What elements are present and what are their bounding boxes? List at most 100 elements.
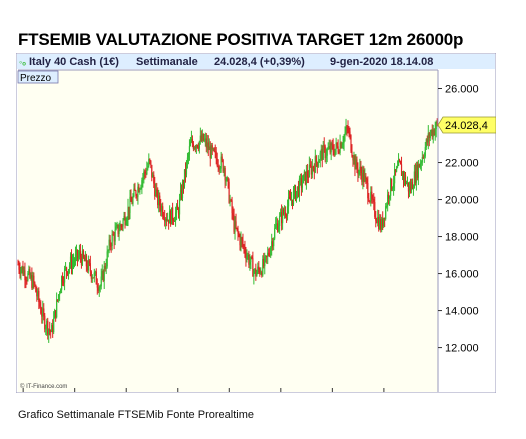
candle-body [120,224,122,227]
candle-body [279,216,281,226]
candle-body [358,170,360,175]
candle-body [94,271,96,273]
candle-body [258,266,260,270]
candle-body [333,151,335,156]
candle-body [278,225,280,232]
candle-body [365,176,367,179]
candle-body [409,186,412,191]
candle-body [180,189,183,198]
candle-body [73,261,76,263]
candle-body [317,162,319,167]
candle-body [187,154,190,158]
candle-body [55,310,57,318]
candle-body [326,149,328,156]
candle-body [417,164,419,178]
candle-body [389,195,391,199]
candle-body [377,216,379,223]
y-tick-label: 14.000 [445,306,479,318]
candle-body [77,255,80,259]
candle-body [287,196,290,207]
candle-body [162,206,164,217]
candle-body [109,239,111,246]
candle-body [124,216,126,225]
datetime-label: 9-gen-2020 18.14.08 [330,56,433,68]
candle-body [220,156,222,169]
status-indicator-icon: ◦ₒ [19,57,26,67]
candle-body [234,221,236,232]
candle-body [337,146,339,152]
candle-body [152,174,154,178]
candle-body [378,216,380,230]
candle-body [209,146,211,159]
candle-body [205,138,207,148]
candle-body [64,267,67,269]
candle-body [61,276,64,283]
candle-body [225,180,227,182]
candle-body [321,149,323,160]
candle-body [40,306,42,314]
candle-body [218,166,220,170]
candle-body [35,285,37,293]
candle-body [164,218,166,222]
candle-body [212,148,214,150]
candle-body [81,250,84,265]
candle-body [421,157,423,163]
candle-body [54,310,56,319]
candle-body [83,257,85,262]
candle-body [288,196,291,198]
candle-body [149,159,151,161]
candle-body [411,182,414,190]
candle-body [351,151,353,157]
candle-body [274,228,276,239]
candle-body [96,284,98,288]
candle-body [293,186,296,192]
price-chart[interactable]: ◦ₒ Italy 40 Cash (1€) Settimanale 24.028… [16,53,496,393]
candle-body [121,226,123,228]
candle-body [131,201,133,204]
candle-body [199,135,201,142]
candle-body [290,199,293,201]
candle-body [128,206,130,213]
candle-body [398,160,401,162]
candle-body [427,133,429,143]
candle-body [324,146,326,159]
y-tick-label: 12.000 [445,343,479,355]
candle-body [150,160,152,165]
candle-body [298,178,301,196]
candle-body [216,158,218,166]
candle-body [181,182,184,198]
candle-body [306,171,308,177]
candle-body [252,258,254,277]
candle-body [260,272,262,274]
candle-body [359,166,361,171]
candle-body [292,191,295,205]
candle-body [328,146,330,149]
candle-body [52,325,54,333]
y-tick-label: 26.000 [445,84,479,96]
candle-body [148,159,150,167]
candle-body [346,126,348,129]
legend-box[interactable] [17,70,59,84]
candle-body [241,237,243,241]
candle-body [367,182,369,199]
candle-body [68,265,71,270]
candle-body [263,258,265,267]
candle-body [37,290,39,297]
candle-body [334,148,336,156]
candle-body [418,164,420,168]
candle-body [47,320,49,335]
candle-body [426,139,428,143]
candle-body [348,130,350,132]
chart-header: ◦ₒ Italy 40 Cash (1€) Settimanale 24.028… [19,56,433,68]
candle-body [197,147,199,149]
candle-body [330,143,332,153]
y-tick-label: 20.000 [445,195,479,207]
candle-body [211,145,213,150]
candle-body [356,159,358,169]
candle-body [269,254,271,256]
candle-body [115,226,117,230]
candle-body [286,206,289,216]
candle-body [376,220,378,223]
candle-body [202,133,204,141]
candle-body [51,325,53,332]
